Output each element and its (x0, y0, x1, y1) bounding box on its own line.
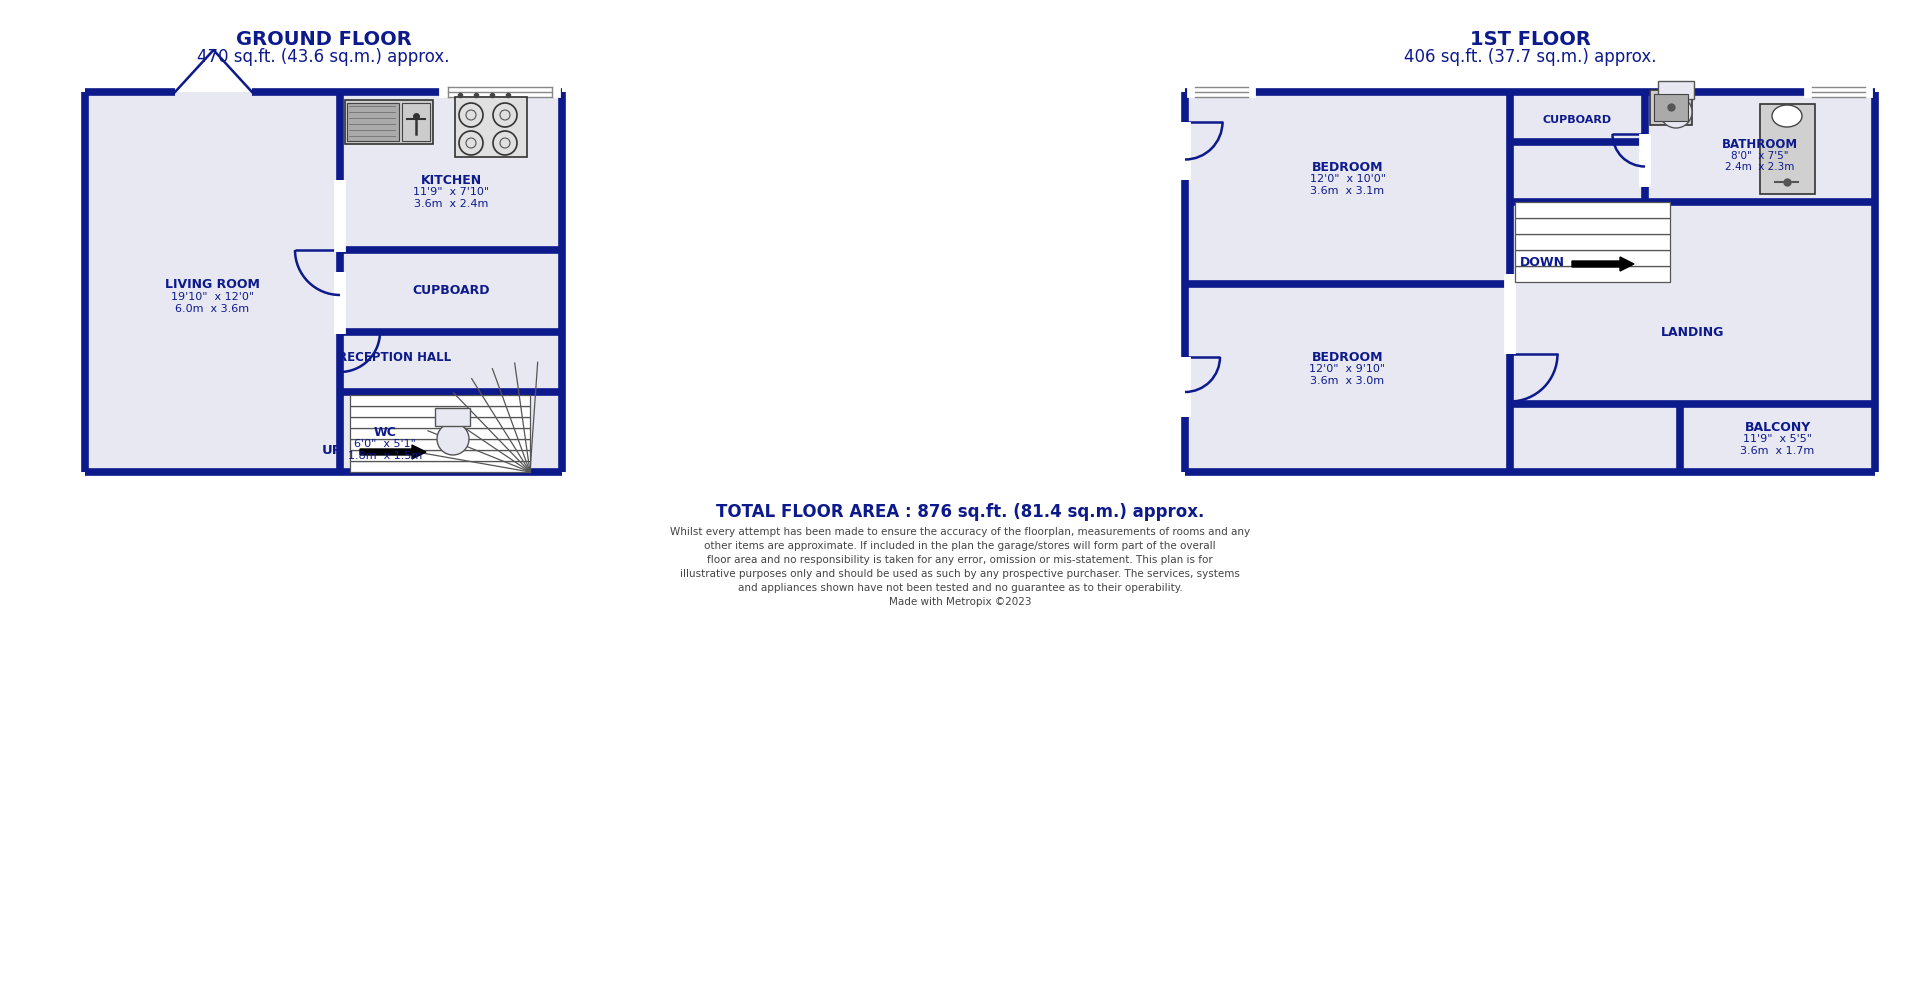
Text: floor area and no responsibility is taken for any error, omission or mis-stateme: floor area and no responsibility is take… (707, 555, 1213, 565)
Text: LANDING: LANDING (1661, 326, 1724, 339)
Text: LIVING ROOM: LIVING ROOM (165, 278, 259, 291)
Bar (349, 406, 530, 417)
Text: 6.0m  x 3.6m: 6.0m x 3.6m (175, 304, 250, 314)
Circle shape (1661, 96, 1692, 128)
Text: 8'0"  x 7'5": 8'0" x 7'5" (1732, 151, 1789, 161)
Text: 19'10"  x 12'0": 19'10" x 12'0" (171, 292, 253, 302)
Text: 11'9"  x 5'5": 11'9" x 5'5" (1743, 434, 1812, 444)
Text: 11'9"  x 7'10": 11'9" x 7'10" (413, 187, 490, 197)
Text: 1ST FLOOR: 1ST FLOOR (1469, 29, 1590, 48)
Text: 3.6m  x 3.0m: 3.6m x 3.0m (1311, 376, 1384, 386)
Bar (349, 461, 530, 472)
Text: RECEPTION HALL: RECEPTION HALL (338, 351, 451, 364)
Text: KITCHEN: KITCHEN (420, 173, 482, 186)
Bar (84, 92, 563, 472)
Text: Made with Metropix ©2023: Made with Metropix ©2023 (889, 597, 1031, 607)
Text: CUPBOARD: CUPBOARD (1544, 115, 1613, 125)
Text: 3.6m  x 3.1m: 3.6m x 3.1m (1311, 186, 1384, 196)
Bar (1649, 90, 1692, 125)
Text: GROUND FLOOR: GROUND FLOOR (236, 29, 411, 48)
Text: 406 sq.ft. (37.7 sq.m.) approx.: 406 sq.ft. (37.7 sq.m.) approx. (1404, 48, 1657, 66)
Text: other items are approximate. If included in the plan the garage/stores will form: other items are approximate. If included… (705, 541, 1215, 551)
Bar (401, 103, 430, 141)
Text: BATHROOM: BATHROOM (1722, 137, 1797, 150)
Text: 6'0"  x 5'1": 6'0" x 5'1" (353, 439, 417, 449)
Text: 12'0"  x 9'10": 12'0" x 9'10" (1309, 364, 1386, 374)
Text: 470 sq.ft. (43.6 sq.m.) approx.: 470 sq.ft. (43.6 sq.m.) approx. (198, 48, 449, 66)
Text: illustrative purposes only and should be used as such by any prospective purchas: illustrative purposes only and should be… (680, 569, 1240, 579)
Text: 1.8m  x 1.5m: 1.8m x 1.5m (348, 451, 422, 461)
Text: WC: WC (374, 426, 396, 439)
Bar (348, 103, 399, 141)
Bar (1653, 94, 1688, 121)
Text: UP: UP (323, 444, 342, 457)
Text: 2.4m  x 2.3m: 2.4m x 2.3m (1726, 162, 1795, 172)
Ellipse shape (1772, 105, 1803, 127)
Bar (1515, 218, 1670, 234)
Circle shape (438, 423, 468, 455)
Bar (1515, 266, 1670, 282)
Text: 3.6m  x 1.7m: 3.6m x 1.7m (1740, 446, 1814, 456)
Bar (346, 100, 434, 144)
Text: DOWN: DOWN (1521, 256, 1565, 269)
Text: 3.6m  x 2.4m: 3.6m x 2.4m (415, 199, 488, 209)
Bar (349, 395, 530, 406)
Bar (1515, 234, 1670, 250)
Bar (455, 97, 526, 157)
Text: BEDROOM: BEDROOM (1311, 160, 1382, 173)
Bar (349, 450, 530, 461)
Text: Whilst every attempt has been made to ensure the accuracy of the floorplan, meas: Whilst every attempt has been made to en… (670, 527, 1250, 537)
Bar (1185, 92, 1876, 472)
Bar (1659, 81, 1693, 99)
Text: 12'0"  x 10'0": 12'0" x 10'0" (1309, 174, 1386, 184)
Bar (349, 439, 530, 450)
Text: BALCONY: BALCONY (1745, 421, 1811, 434)
Bar (1515, 250, 1670, 266)
Text: TOTAL FLOOR AREA : 876 sq.ft. (81.4 sq.m.) approx.: TOTAL FLOOR AREA : 876 sq.ft. (81.4 sq.m… (716, 503, 1204, 521)
Bar (1761, 104, 1814, 194)
Bar (349, 417, 530, 428)
Text: CUPBOARD: CUPBOARD (413, 284, 490, 297)
Bar (349, 428, 530, 439)
Bar (436, 408, 470, 426)
Text: BEDROOM: BEDROOM (1311, 351, 1382, 364)
FancyArrow shape (1572, 257, 1634, 271)
FancyArrow shape (361, 445, 426, 459)
Text: and appliances shown have not been tested and no guarantee as to their operabili: and appliances shown have not been teste… (737, 583, 1183, 593)
Bar (1515, 202, 1670, 218)
